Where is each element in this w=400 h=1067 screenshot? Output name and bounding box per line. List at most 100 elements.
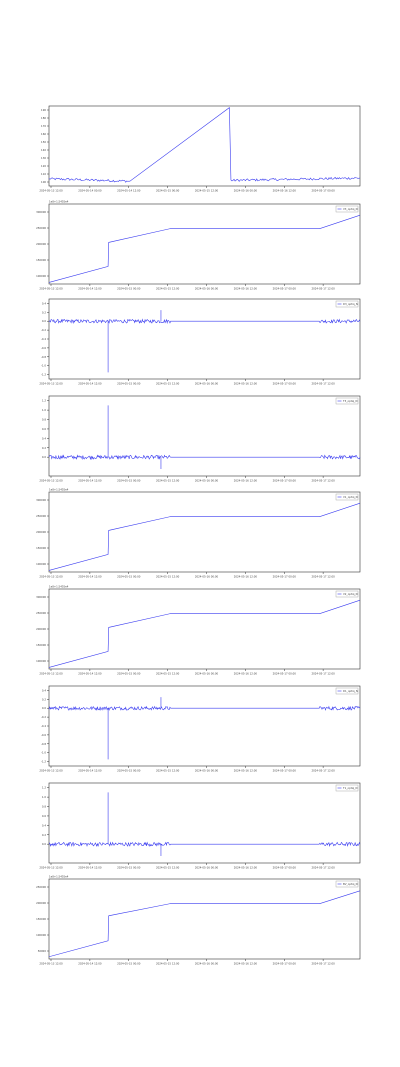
legend-box [335,205,359,213]
x-tick-label: 2024-05-17 00:00 [273,287,297,291]
x-tick-label: 2024-05-15 12:00 [156,866,180,870]
x-tick-label: 2024-05-14 12:00 [78,382,102,386]
plot-frame [48,491,361,573]
y-tick-label: 150000 [36,917,46,921]
y-tick-label: -0.6 [41,346,46,350]
axis-offset-text: 1e8+1.5455e4 [49,488,69,492]
chart-6: 100000 150000 200000 250000 300000 2024-05-13… [36,585,361,676]
y-tick-label: 100000 [36,274,46,278]
x-tick-label: 2024-05-16 12:00 [234,382,258,386]
y-tick-label: 0.0 [42,706,46,710]
x-tick-label: 2024-05-13 12:00 [39,479,63,483]
x-tick-label: 2024-05-17 12:00 [311,479,335,483]
plot-frame [48,203,361,285]
x-tick-label: 2024-05-13 12:00 [39,672,63,676]
y-tick-label: 0.6 [42,814,46,818]
x-tick-label: 2024-05-15 12:00 [156,672,180,676]
y-tick-label: 1.2 [42,399,46,403]
y-tick-label: 300000 [36,498,46,502]
x-tick-label: 2024-05-16 00:00 [195,769,219,773]
y-tick-label: 50000 [38,949,47,953]
y-tick-label: 150000 [36,258,46,262]
legend-label: D3_optiq_N [343,302,358,306]
y-tick-label: 250000 [36,611,46,615]
y-tick-label: 180 [41,116,46,120]
y-tick-label: 200000 [36,530,46,534]
x-tick-label: 2024-05-15 12:00 [156,575,180,579]
y-tick-label: 0.4 [42,301,46,305]
x-tick-label: 2024-05-16 00:00 [195,962,219,966]
y-tick-label: -0.8 [41,355,46,359]
x-tick-label: 2024-05-13 12:00 [39,769,63,773]
y-tick-label: -1.0 [41,751,46,755]
y-tick-label: -0.4 [41,724,46,728]
y-tick-label: 0.8 [42,805,46,809]
y-tick-label: -0.8 [41,742,46,746]
y-tick-label: 0.2 [42,697,46,701]
axis-offset-text: 1e8+1.5455e4 [49,875,69,879]
x-tick-label: 2024-05-14 00:00 [78,189,102,193]
y-tick-label: 150000 [36,643,46,647]
y-tick-label: 150 [41,140,46,144]
x-tick-label: 2024-05-16 12:00 [273,189,297,193]
x-tick-label: 2024-05-14 12:00 [78,769,102,773]
y-tick-label: -0.2 [41,328,46,332]
y-tick-label: 1.2 [42,786,46,790]
x-tick-label: 2024-05-17 12:00 [311,866,335,870]
chart-9: 50000 100000 150000 200000 250000 2024-05-13 … [36,875,361,966]
series-line [48,792,361,856]
plot-frame [48,685,361,767]
x-tick-label: 2024-05-17 00:00 [273,575,297,579]
y-tick-label: 150000 [36,546,46,550]
legend-box [335,300,359,308]
x-tick-label: 2024-05-13 12:00 [39,287,63,291]
x-tick-label: 2024-05-16 00:00 [195,866,219,870]
x-tick-label: 2024-05-14 12:00 [78,962,102,966]
plot-frame [48,105,361,187]
x-tick-label: 2024-05-16 12:00 [234,479,258,483]
legend-box [335,493,359,501]
chart-4: 1.2 1.0 0.8 0.6 0.4 0.2 0.0 2024-05-13 12:00 202… [39,395,361,483]
y-tick-label: 0.0 [42,455,46,459]
chart-1: 100 110 120 130 140 150 160 170 180 190 2024-05-13… [39,105,361,193]
y-tick-label: 300000 [36,595,46,599]
y-tick-label: 110 [41,172,46,176]
series-line [48,310,361,373]
series-line [48,599,361,668]
y-tick-label: 1.0 [42,795,46,799]
y-tick-label: 0.0 [42,319,46,323]
plot-frame [48,782,361,864]
x-tick-label: 2024-05-17 12:00 [311,962,335,966]
x-tick-label: 2024-05-16 12:00 [234,769,258,773]
x-tick-label: 2024-05-17 12:00 [311,382,335,386]
axis-offset-text: 1e8+1.5455e4 [49,585,69,589]
y-tick-label: -1.0 [41,364,46,368]
x-tick-label: 2024-05-17 00:00 [273,962,297,966]
y-tick-label: 140 [41,148,46,152]
y-tick-label: 300000 [36,210,46,214]
y-tick-label: 100000 [36,659,46,663]
y-tick-label: -1.2 [41,373,46,377]
y-tick-label: 120 [41,164,46,168]
y-tick-label: 200000 [36,901,46,905]
x-tick-label: 2024-05-15 12:00 [156,769,180,773]
x-tick-label: 2024-05-15 00:00 [117,382,141,386]
x-tick-label: 2024-05-16 12:00 [234,672,258,676]
chart-7: 0.4 0.2 0.0 -0.2 -0.4 -0.6 -0.8 -1.0 -1.2 2024-05… [39,685,361,773]
legend-label: V3_optiq_N [343,207,358,211]
y-tick-label: 0.2 [42,310,46,314]
x-tick-label: 2024-05-14 12:00 [78,866,102,870]
plot-frame [48,395,361,477]
x-tick-label: 2024-05-17 00:00 [273,769,297,773]
legend-box [335,590,359,598]
x-tick-label: 2024-05-17 12:00 [311,769,335,773]
x-tick-label: 2024-05-16 00:00 [195,382,219,386]
series-line [48,890,361,958]
chart-8: 1.2 1.0 0.8 0.6 0.4 0.2 0.0 2024-05-13 12:00 202… [39,782,361,870]
y-tick-label: 250000 [36,885,46,889]
y-tick-label: 250000 [36,514,46,518]
x-tick-label: 2024-05-15 12:00 [156,479,180,483]
x-tick-label: 2024-05-13 12:00 [39,382,63,386]
plot-frame [48,588,361,670]
